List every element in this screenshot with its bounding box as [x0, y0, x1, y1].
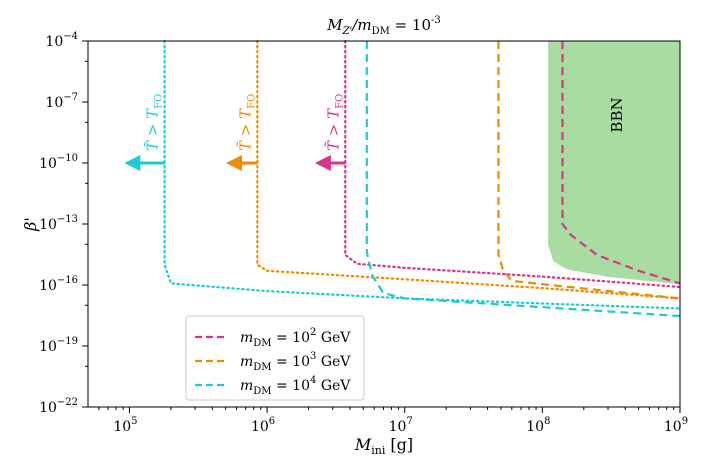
legend: mDM = 102 GeV mDM = 103 GeV mDM = 104 Ge… — [185, 315, 365, 401]
chart-title: MZ'/mDM = 10-3 — [326, 15, 441, 37]
legend-label-mdm-1e2: mDM = 102 GeV — [240, 327, 351, 349]
curve-dotted-mdm-1e3 — [256, 39, 682, 300]
legend-0-sup: 2 — [310, 327, 316, 338]
curve-dashed-mdm-1e3 — [497, 41, 681, 300]
title-main: M — [326, 16, 343, 34]
bbn-region — [548, 41, 680, 285]
arrow-head-1e2 — [314, 155, 331, 171]
legend-1-unit: GeV — [316, 354, 351, 370]
x-tick-label: 108 — [526, 416, 550, 435]
arrows-group: T̃ > TFO T̃ > TFO T̃ > TFO — [124, 94, 346, 171]
y-tick-label: 10−22 — [39, 397, 78, 416]
legend-2-pre: m — [240, 378, 253, 394]
legend-label-mdm-1e3: mDM = 103 GeV — [240, 351, 351, 373]
title-sup: -3 — [431, 15, 441, 26]
x-tick-label: 109 — [664, 416, 688, 435]
y-axis-label: β' — [21, 217, 40, 232]
curve-dashed-mdm-1e2 — [561, 41, 681, 285]
legend-2-unit: GeV — [316, 378, 351, 394]
legend-label-mdm-1e4: mDM = 104 GeV — [240, 375, 351, 397]
title-mid: /m — [350, 16, 371, 34]
x-axis-label: Mini [g] — [354, 435, 413, 457]
x-tick-label: 107 — [389, 416, 413, 435]
arrow-head-1e4 — [124, 155, 141, 171]
y-tick-label: 10−4 — [45, 31, 78, 50]
legend-2-sup: 4 — [310, 375, 316, 386]
y-tick-label: 10−13 — [39, 214, 78, 233]
ticks-group: 105 106 107 108 109 10−4 10−7 10−10 10−13 10−16 10… — [39, 31, 688, 435]
legend-0-eq: = 10 — [272, 330, 310, 346]
legend-0-unit: GeV — [316, 330, 351, 346]
y-tick-label: 10−19 — [39, 336, 78, 355]
y-tick-label: 10−10 — [39, 153, 78, 172]
legend-2-eq: = 10 — [272, 378, 310, 394]
curves-group — [163, 39, 682, 318]
legend-1-sup: 3 — [310, 351, 316, 362]
arrow-head-1e3 — [225, 155, 242, 171]
legend-box — [185, 315, 365, 401]
curve-dotted-mdm-1e4 — [163, 39, 682, 310]
x-tick-label: 105 — [113, 416, 137, 435]
legend-1-sub: DM — [253, 362, 271, 373]
legend-0-pre: m — [240, 330, 253, 346]
title-sub2: DM — [372, 26, 390, 37]
legend-1-pre: m — [240, 354, 253, 370]
annotation-t-gt-tfo-1e3: T̃ > TFO — [236, 94, 257, 151]
y-tick-label: 10−7 — [45, 92, 78, 111]
title-sub1: Z' — [342, 26, 353, 37]
title-eq: = 10 — [390, 16, 431, 34]
annotation-t-gt-tfo-1e4: T̃ > TFO — [144, 94, 165, 151]
xlabel-main: M — [354, 435, 372, 454]
y-tick-label: 10−16 — [39, 275, 78, 294]
xlabel-sub: ini — [371, 444, 386, 457]
curve-dotted-mdm-1e2 — [344, 39, 682, 289]
legend-1-eq: = 10 — [272, 354, 310, 370]
curve-dashed-mdm-1e4 — [365, 41, 681, 318]
legend-2-sub: DM — [253, 386, 271, 397]
x-tick-label: 106 — [251, 416, 275, 435]
xlabel-unit: [g] — [385, 435, 413, 454]
bbn-label: BBN — [608, 97, 626, 132]
annotation-t-gt-tfo-1e2: T̃ > TFO — [324, 94, 345, 151]
legend-0-sub: DM — [253, 338, 271, 349]
